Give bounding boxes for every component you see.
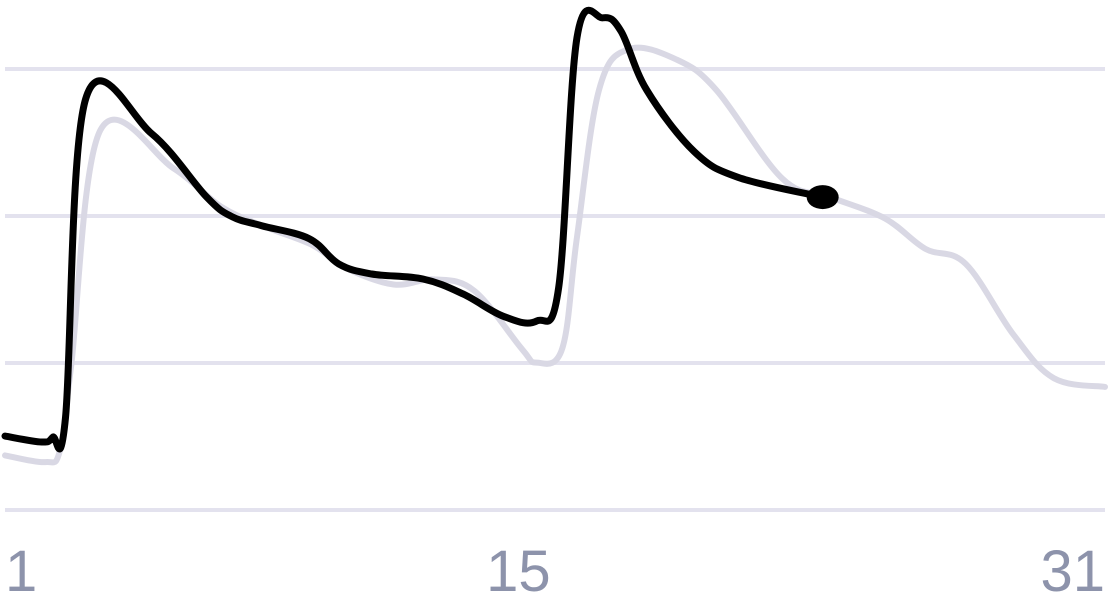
- current-value-marker: [806, 185, 839, 210]
- series-lines: [1, 6, 1108, 466]
- x-tick-label: 1: [5, 539, 37, 600]
- previous-series-line: [2, 44, 1108, 466]
- x-tick-label: 15: [486, 539, 551, 600]
- x-tick-label: 31: [1040, 539, 1105, 600]
- end-markers: [806, 185, 839, 210]
- gridlines: [5, 67, 1105, 512]
- x-tick-labels: 1 15 31: [5, 539, 1105, 600]
- current-series-line: [1, 6, 827, 453]
